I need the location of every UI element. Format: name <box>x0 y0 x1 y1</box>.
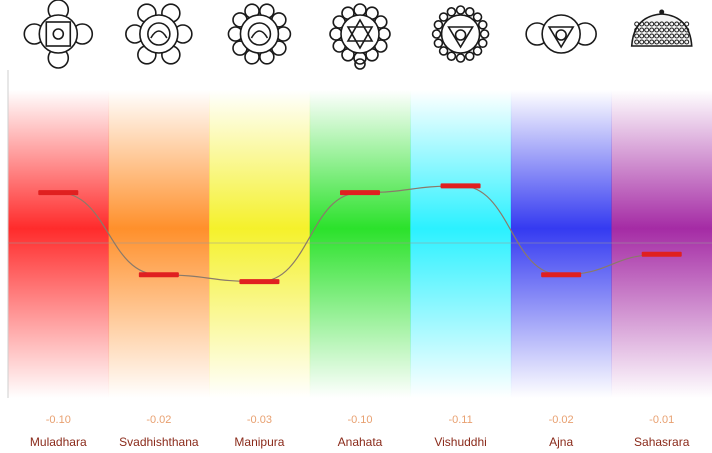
heart-chakra-icon <box>329 3 391 70</box>
series-markers <box>38 183 682 285</box>
marker-anahata <box>340 190 380 196</box>
category-label-manipura: Manipura <box>234 435 284 449</box>
chakra-icons <box>23 0 693 70</box>
category-label-muladhara: Muladhara <box>30 435 87 449</box>
band-ajna <box>510 90 612 398</box>
throat-chakra-icon <box>431 5 490 63</box>
value-label-muladhara: -0.10 <box>46 414 71 426</box>
category-label-svadhishthana: Svadhishthana <box>119 435 199 449</box>
category-label-anahata: Anahata <box>338 435 383 449</box>
value-label-vishuddhi: -0.11 <box>448 414 472 426</box>
marker-manipura <box>239 279 280 285</box>
value-label-ajna: -0.02 <box>549 414 574 426</box>
category-label-vishuddhi: Vishuddhi <box>434 435 487 449</box>
category-label-sahasrara: Sahasrara <box>634 435 690 449</box>
marker-ajna <box>541 272 582 278</box>
value-label-sahasrara: -0.01 <box>649 414 674 426</box>
value-label-manipura: -0.03 <box>247 414 272 426</box>
band-svadhishthana <box>108 90 210 398</box>
marker-svadhishthana <box>138 272 179 278</box>
third-eye-chakra-icon <box>525 14 597 54</box>
band-manipura <box>209 90 311 398</box>
value-label-svadhishthana: -0.02 <box>146 414 171 426</box>
marker-vishuddhi <box>440 183 481 189</box>
value-label-anahata: -0.10 <box>347 414 372 426</box>
value-labels: -0.10 -0.02 -0.03 -0.10 -0.11 -0.02 -0.01 <box>46 414 675 426</box>
solar-plexus-chakra-icon <box>227 3 292 65</box>
band-muladhara <box>8 90 110 398</box>
marker-sahasrara <box>641 251 682 257</box>
crown-chakra-icon <box>630 9 693 47</box>
marker-muladhara <box>38 190 79 196</box>
root-chakra-icon <box>23 0 94 69</box>
band-anahata <box>309 90 411 398</box>
category-label-ajna: Ajna <box>549 435 573 449</box>
band-sahasrara <box>611 90 712 398</box>
category-labels: Muladhara Svadhishthana Manipura Anahata Vis… <box>30 435 690 449</box>
sacral-chakra-icon <box>125 3 193 65</box>
color-bands <box>8 90 712 398</box>
band-vishuddhi <box>410 90 512 398</box>
